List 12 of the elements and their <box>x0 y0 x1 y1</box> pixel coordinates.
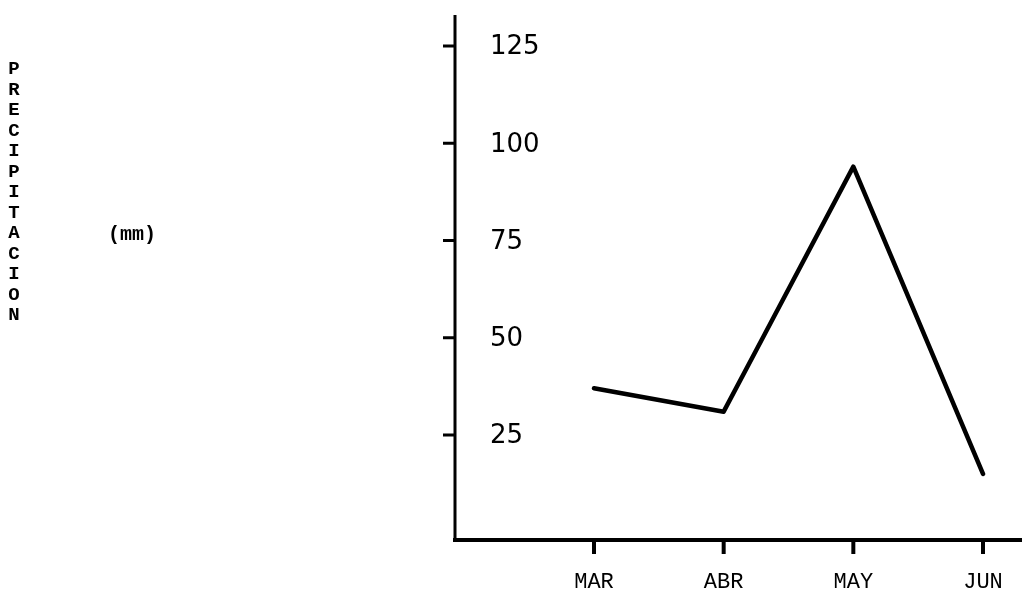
line-series <box>591 164 986 477</box>
x-tick-label: MAR <box>574 570 614 595</box>
x-tick-label: ABR <box>703 570 744 595</box>
y-tick-label: 100 <box>490 127 540 158</box>
text: PRECIPITACION <box>3 58 25 325</box>
y-tick-label: 125 <box>490 30 540 61</box>
y-tick-label: 50 <box>490 322 524 353</box>
x-tick-label: MAY <box>833 570 874 595</box>
y-tick-label: 25 <box>490 419 524 450</box>
x-tick-label: JUN <box>963 570 1003 595</box>
text: (mm) <box>107 223 157 246</box>
y-tick-label: 75 <box>490 224 524 255</box>
